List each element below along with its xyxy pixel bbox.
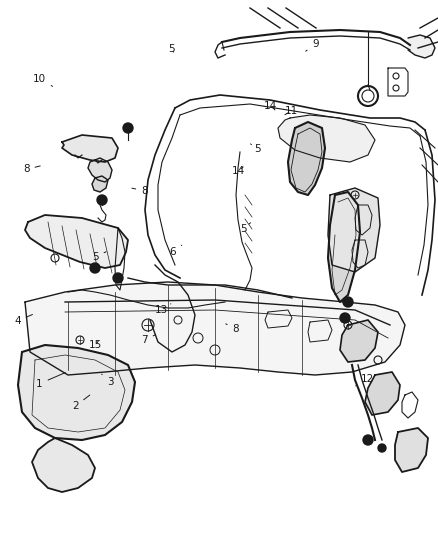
Text: 2: 2 (72, 395, 90, 411)
Text: 13: 13 (155, 304, 171, 315)
Text: 14: 14 (232, 166, 245, 175)
Text: 14: 14 (264, 101, 277, 110)
Circle shape (340, 313, 350, 323)
Polygon shape (18, 345, 135, 440)
Text: 9: 9 (306, 39, 319, 51)
Polygon shape (395, 428, 428, 472)
Polygon shape (278, 115, 375, 162)
Polygon shape (365, 372, 400, 415)
Text: 5: 5 (168, 44, 175, 54)
Text: 5: 5 (92, 252, 106, 262)
Text: 7: 7 (141, 335, 155, 345)
Text: 5: 5 (251, 144, 261, 154)
Text: 12: 12 (356, 375, 374, 386)
Polygon shape (92, 176, 108, 192)
Text: 1: 1 (36, 373, 65, 389)
Text: 15: 15 (89, 341, 102, 350)
Polygon shape (288, 122, 325, 195)
Text: 8: 8 (226, 324, 239, 334)
Circle shape (378, 444, 386, 452)
Text: 11: 11 (285, 106, 298, 116)
Circle shape (113, 273, 123, 283)
Text: 3: 3 (102, 374, 114, 386)
Text: 5: 5 (240, 223, 251, 234)
Circle shape (363, 435, 373, 445)
Polygon shape (32, 438, 95, 492)
Text: 8: 8 (23, 165, 40, 174)
Circle shape (90, 263, 100, 273)
Polygon shape (340, 320, 378, 362)
Polygon shape (62, 135, 118, 162)
Polygon shape (328, 188, 380, 272)
Polygon shape (408, 35, 435, 58)
Circle shape (123, 123, 133, 133)
Polygon shape (88, 158, 112, 182)
Text: 10: 10 (33, 74, 53, 86)
Circle shape (97, 195, 107, 205)
Text: 8: 8 (132, 186, 148, 196)
Circle shape (343, 297, 353, 307)
Polygon shape (328, 192, 360, 302)
Text: 6: 6 (170, 245, 182, 256)
Polygon shape (25, 282, 405, 375)
Polygon shape (25, 215, 128, 268)
Text: 4: 4 (14, 314, 32, 326)
